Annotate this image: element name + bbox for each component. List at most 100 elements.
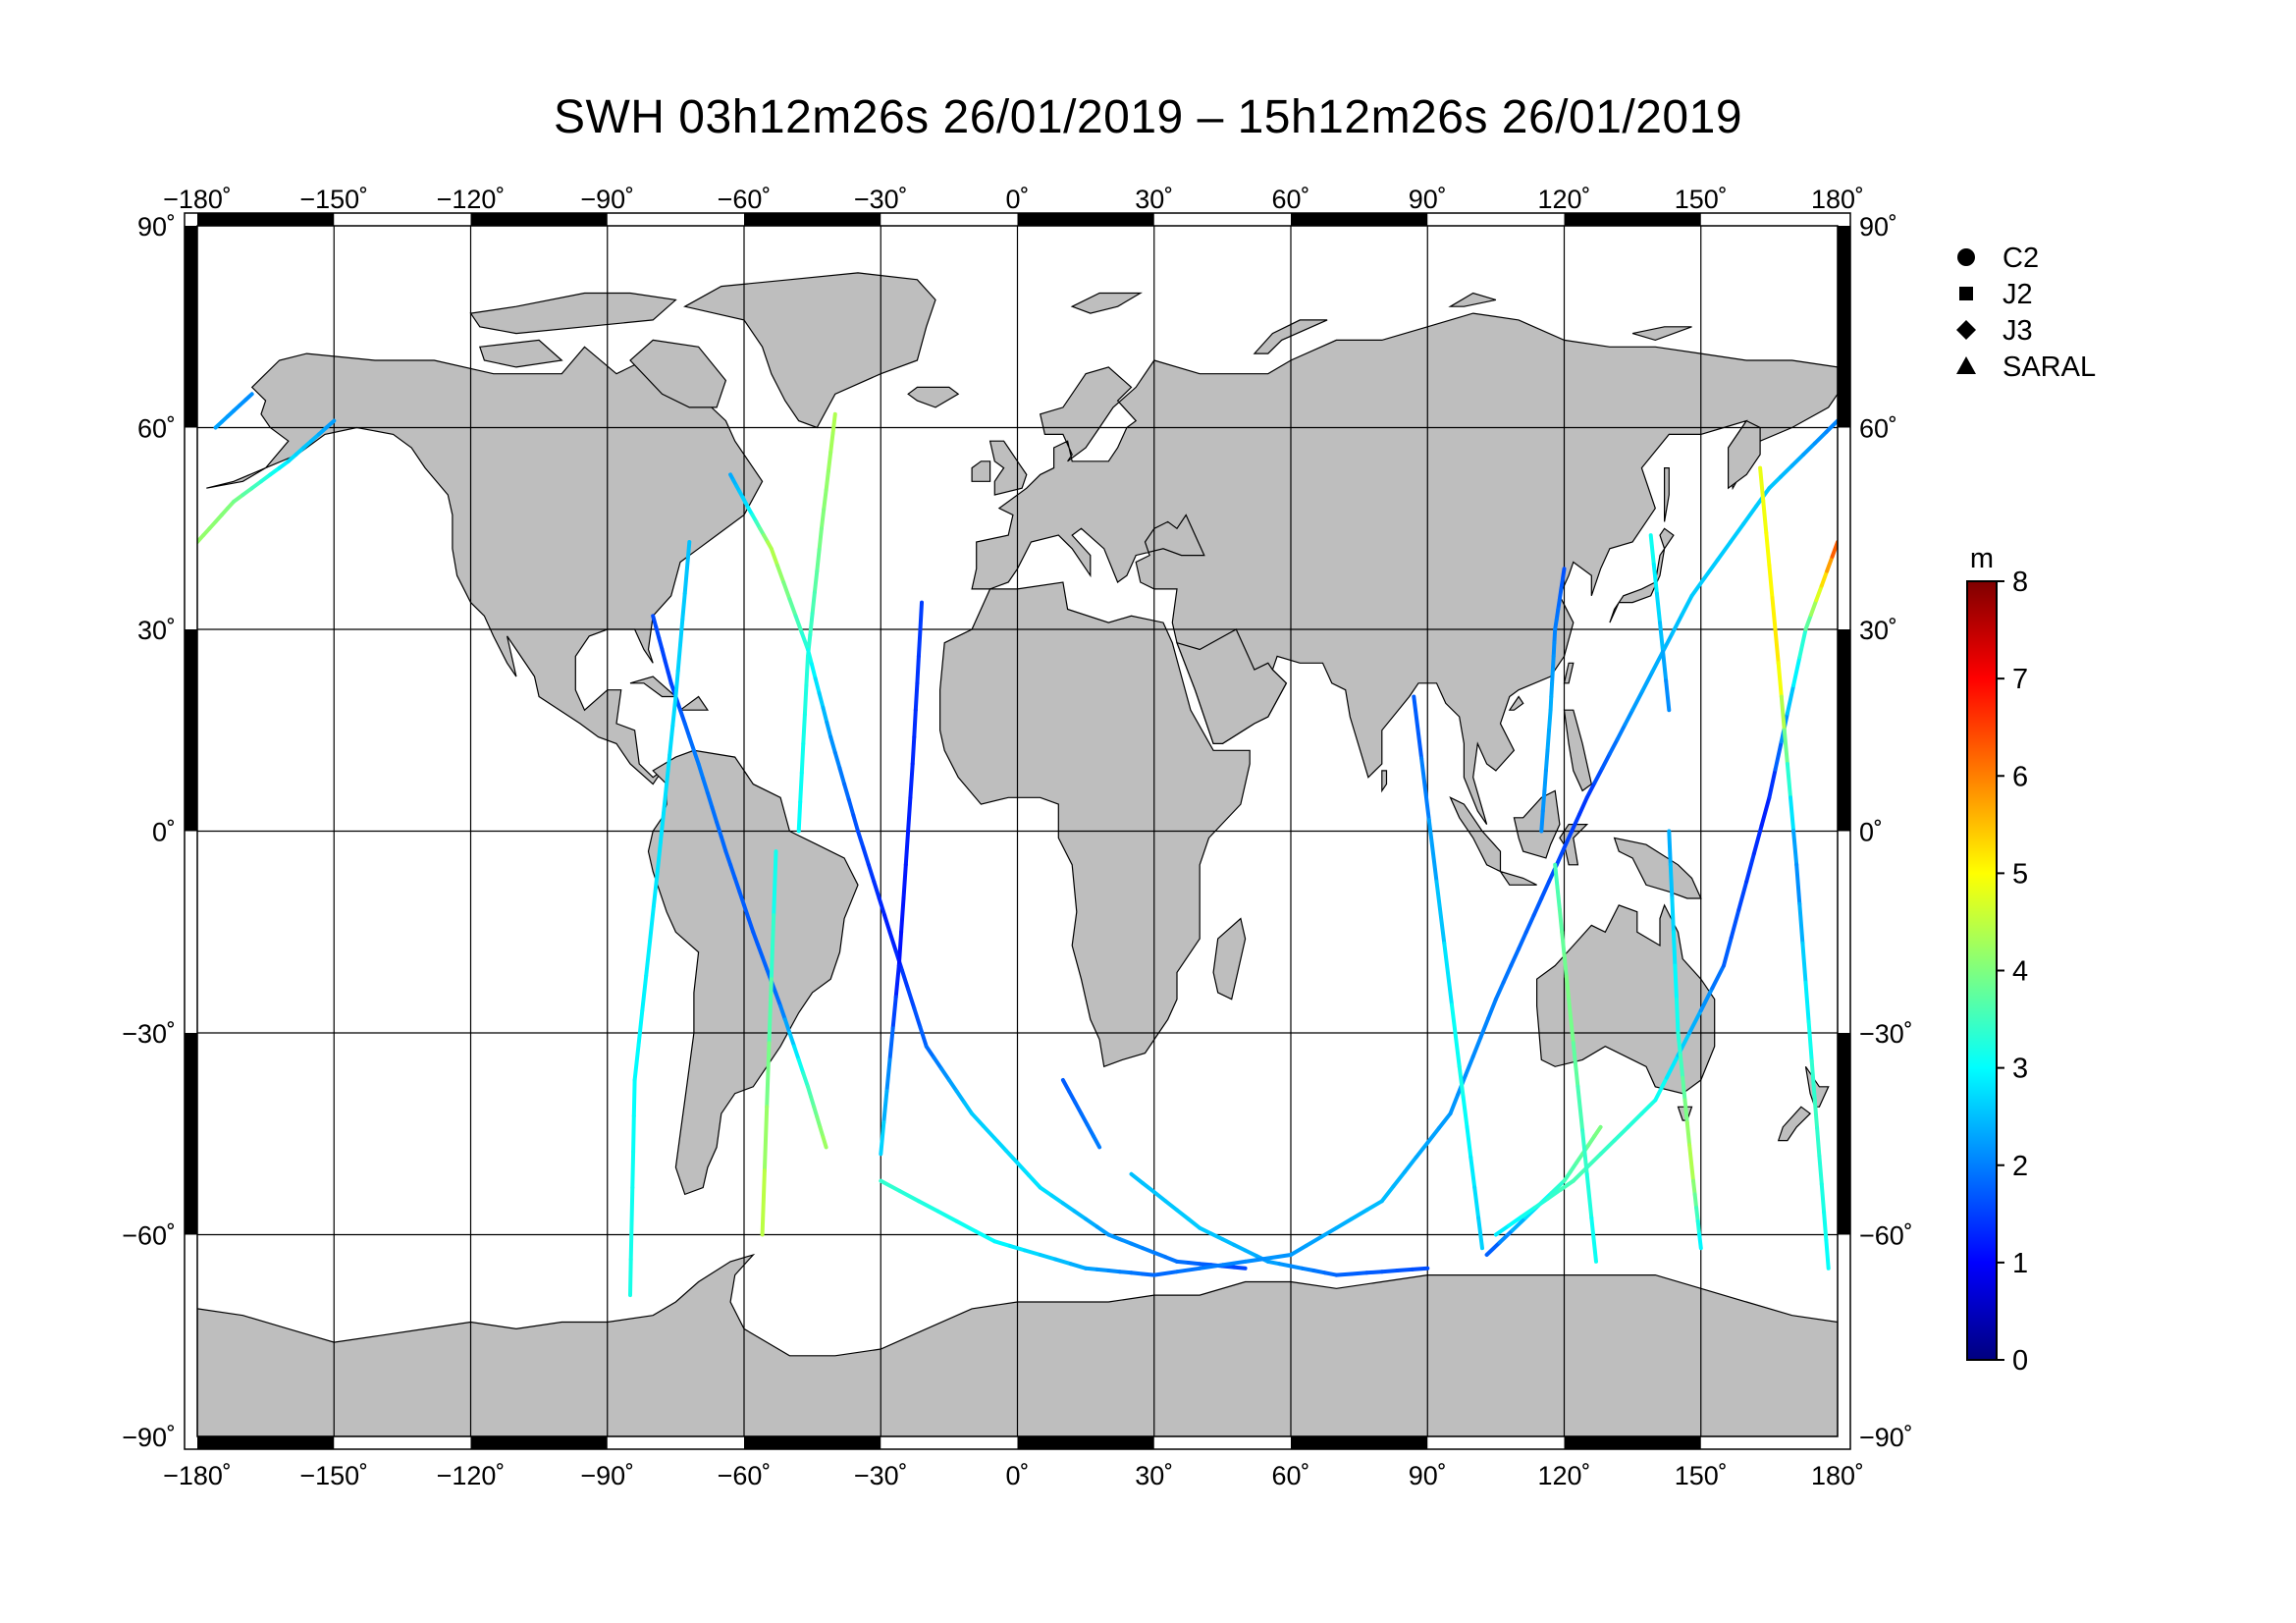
track-segment [981,1123,997,1141]
track-segment [882,913,892,935]
frame-tick-block [1564,213,1701,226]
track-segment [1584,781,1597,800]
track-segment [1379,1184,1396,1204]
track-segment [1068,1262,1089,1271]
track-segment [781,580,792,602]
lon-tick-label-top: −90˚ [580,185,634,214]
frame-tick-block [1838,226,1850,428]
track-segment [798,771,804,804]
graticule [197,226,1838,1436]
track-segment [1547,708,1553,732]
track-segment [1141,1181,1156,1195]
track-segment [1812,430,1829,446]
track-segment [680,591,687,622]
colorbar-tick-label: 5 [2012,858,2028,890]
lon-tick-label-top: −30˚ [854,185,908,214]
lon-tick-label-bottom: 30˚ [1135,1461,1173,1490]
satellite-legend: C2 J2 J3 SARAL [1956,243,2096,383]
track-segment [1038,1185,1054,1198]
track-segment [1687,1143,1694,1169]
colorbar-tick-label: 4 [2012,956,2028,988]
lat-tick-label-left: 60˚ [137,414,176,444]
track-segment [872,879,881,900]
track-segment [651,869,660,908]
track-segment [1736,879,1749,912]
lon-tick-label-top: 30˚ [1135,185,1173,214]
track-segment [1551,640,1557,659]
track-18 [1667,829,1703,1251]
track-segment [1791,655,1802,688]
colorbar-unit: m [1970,543,1994,574]
track-segment [1562,952,1569,979]
track-segment [1073,1100,1084,1116]
lat-tick-label-left: 0˚ [152,818,176,847]
track-segment [1698,986,1715,1013]
legend-label: C2 [2002,243,2039,274]
track-segment [1539,809,1545,834]
track-segment [1243,1248,1259,1259]
track-segment [1758,465,1766,503]
track-segment [1419,756,1431,823]
track-segment [924,1044,936,1060]
track-segment [1575,1084,1585,1133]
track-segment [760,1168,767,1237]
track-segment [787,1031,797,1049]
land-new-siberian [1631,326,1692,342]
track-segment [1592,1124,1603,1138]
track-segment [670,694,678,729]
frame-tick-block [470,213,608,226]
track-segment [701,776,710,795]
track-segment [1650,651,1665,675]
track-segment [1584,1171,1594,1220]
track-segment [802,683,809,717]
track-segment [817,526,824,552]
track-segment [662,782,669,816]
track-segment [821,705,829,725]
track-segment [1060,1201,1077,1214]
track-segment [793,614,804,635]
track-segment [1689,575,1707,598]
track-segment [723,849,733,867]
track-2 [651,614,828,1150]
track-segment [1095,1224,1111,1237]
track-segment [1442,941,1454,1007]
track-segment [1558,1178,1575,1192]
track-segment [799,630,810,652]
track-segment [1349,1271,1369,1276]
lon-tick-label-bottom: −180˚ [163,1461,232,1490]
track-segment [1395,1267,1415,1272]
track-segment [1584,1152,1603,1169]
track-segment [787,597,798,619]
track-segment [1824,1238,1831,1271]
track-segment [1501,963,1514,985]
track-segment [1640,670,1655,693]
lat-tick-label-left: −90˚ [122,1423,176,1452]
track-segment [1412,694,1424,761]
track-segment [1571,1041,1580,1089]
lon-tick-label-bottom: −150˚ [299,1461,368,1490]
track-segment [1151,1250,1168,1260]
track-segment [821,1135,828,1150]
track-segment [1607,736,1620,756]
colorbar: m 0 1 2 3 4 5 6 7 8 [1966,543,2028,1377]
lon-tick-label-top: 120˚ [1537,185,1590,214]
land-cuba [629,676,677,698]
track-segment [851,813,860,834]
track-segment [1509,947,1522,968]
track-segment [1564,974,1572,1001]
track-segment [678,708,687,726]
track-segment [1710,963,1726,991]
track-segment [760,954,770,971]
track-segment [1806,1019,1814,1063]
track-segment [1493,1223,1511,1237]
lon-tick-label-bottom: 0˚ [1005,1461,1029,1490]
lon-tick-label-top: −120˚ [437,185,506,214]
track-segment [682,721,692,739]
track-segment [1782,728,1789,766]
colorbar-gradient [1966,580,1998,1361]
track-segment [1770,596,1778,633]
track-segment [817,691,826,710]
track-segment [1776,661,1784,699]
track-segment [1304,1234,1323,1248]
track-segment [1106,1232,1122,1242]
